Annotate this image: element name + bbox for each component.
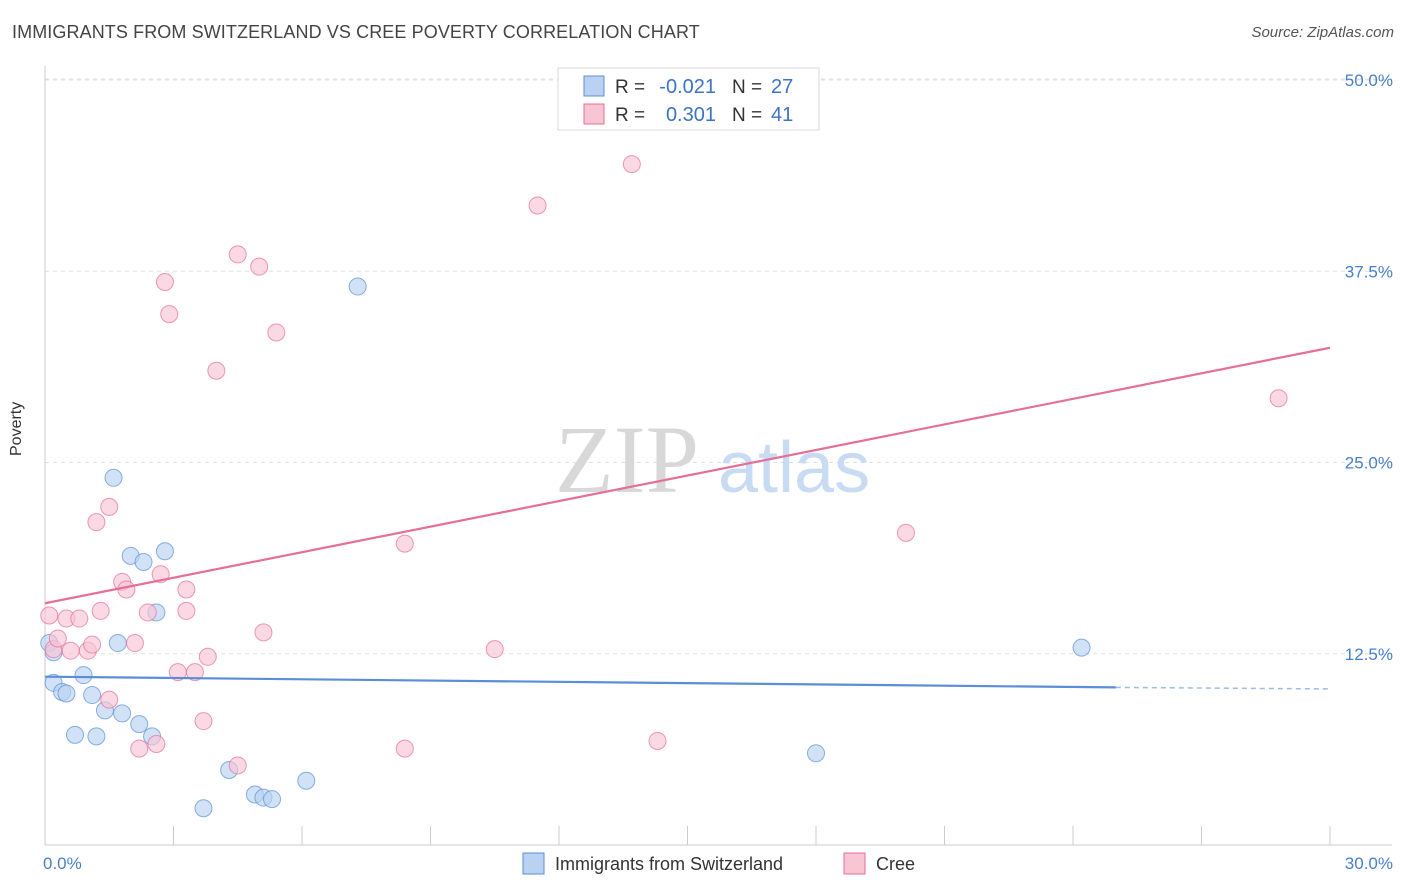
data-point-cree	[100, 690, 119, 709]
y-tick-label: 37.5%	[1345, 262, 1393, 281]
data-point-cree	[254, 623, 273, 642]
data-point-switzerland	[57, 684, 76, 703]
data-point-cree	[70, 609, 89, 628]
data-point-cree	[250, 257, 269, 276]
data-point-cree	[528, 196, 547, 215]
chart-title: IMMIGRANTS FROM SWITZERLAND VS CREE POVE…	[12, 22, 700, 42]
data-point-cree	[138, 603, 157, 622]
legend-r-label: R =	[615, 105, 645, 126]
data-point-switzerland	[297, 771, 316, 790]
data-point-switzerland	[87, 727, 106, 746]
bottom-legend: Immigrants from Switzerland Cree	[522, 852, 915, 875]
x-tick-label: 0.0%	[43, 854, 82, 873]
data-point-cree	[155, 272, 174, 291]
data-point-cree	[267, 323, 286, 342]
data-point-cree	[130, 739, 149, 758]
data-point-cree	[395, 534, 414, 553]
x-tick-label: 30.0%	[1345, 854, 1393, 873]
trend-line-switzerland	[44, 675, 1116, 689]
data-point-cree	[87, 513, 106, 532]
data-point-switzerland	[74, 666, 93, 685]
data-points	[40, 155, 1288, 818]
data-point-cree	[40, 606, 59, 625]
data-point-switzerland	[263, 790, 282, 809]
data-point-cree	[896, 523, 915, 542]
source-credit: Source: ZipAtlas.com	[1251, 24, 1394, 41]
data-point-cree	[1269, 389, 1288, 408]
data-point-cree	[198, 647, 217, 666]
legend: R = -0.021 N = 27 R = 0.301 N = 41	[557, 67, 820, 131]
data-point-cree	[117, 580, 136, 599]
watermark: ZIP atlas	[555, 406, 870, 513]
watermark-zip: ZIP	[555, 406, 699, 513]
data-point-switzerland	[348, 277, 367, 296]
trend-line-extension	[1115, 686, 1331, 690]
bottom-legend-swatch	[843, 852, 866, 875]
data-point-cree	[160, 305, 179, 324]
legend-n-label: N =	[732, 77, 762, 98]
data-point-cree	[622, 155, 641, 174]
data-point-cree	[100, 497, 119, 516]
data-point-switzerland	[83, 686, 102, 705]
watermark-atlas: atlas	[718, 428, 870, 508]
data-point-switzerland	[155, 542, 174, 561]
data-point-switzerland	[134, 552, 153, 571]
data-point-cree	[48, 629, 67, 648]
data-point-cree	[185, 663, 204, 682]
axes	[44, 66, 1392, 846]
data-point-cree	[194, 712, 213, 731]
grid	[45, 78, 1392, 655]
data-point-switzerland	[130, 715, 149, 734]
data-point-cree	[228, 245, 247, 264]
data-point-cree	[91, 601, 110, 620]
data-point-switzerland	[807, 744, 825, 763]
data-point-cree	[395, 739, 414, 758]
trend-lines	[44, 346, 1331, 690]
bottom-legend-label: Immigrants from Switzerland	[555, 854, 783, 874]
legend-r-label: R =	[615, 77, 645, 98]
data-point-switzerland	[113, 704, 132, 723]
trend-line-cree	[44, 346, 1331, 605]
data-point-switzerland	[1072, 638, 1091, 657]
data-point-switzerland	[65, 725, 84, 744]
legend-n-value: 27	[771, 76, 793, 98]
tick-labels: 12.5% 25.0% 37.5% 50.0% 0.0% 30.0%	[43, 71, 1393, 873]
legend-r-value: 0.301	[666, 104, 716, 126]
data-point-switzerland	[108, 634, 127, 653]
data-point-cree	[147, 735, 166, 754]
legend-r-value: -0.021	[659, 76, 716, 98]
data-point-cree	[61, 641, 80, 660]
legend-n-label: N =	[732, 105, 762, 126]
y-tick-label: 25.0%	[1345, 454, 1393, 473]
data-point-cree	[648, 731, 667, 750]
data-point-cree	[177, 601, 196, 620]
data-point-cree	[485, 640, 504, 659]
data-point-switzerland	[194, 799, 213, 818]
legend-swatch	[583, 103, 605, 125]
legend-n-value: 41	[771, 104, 793, 126]
bottom-legend-label: Cree	[876, 854, 915, 874]
y-tick-label: 50.0%	[1345, 71, 1393, 90]
data-point-cree	[125, 634, 144, 653]
data-point-cree	[177, 580, 196, 599]
bottom-legend-swatch	[522, 852, 545, 875]
data-point-cree	[83, 635, 102, 654]
y-tick-label: 12.5%	[1345, 645, 1393, 664]
data-point-cree	[207, 361, 226, 380]
data-point-switzerland	[104, 468, 123, 487]
data-point-cree	[228, 756, 247, 775]
legend-swatch	[583, 75, 605, 97]
